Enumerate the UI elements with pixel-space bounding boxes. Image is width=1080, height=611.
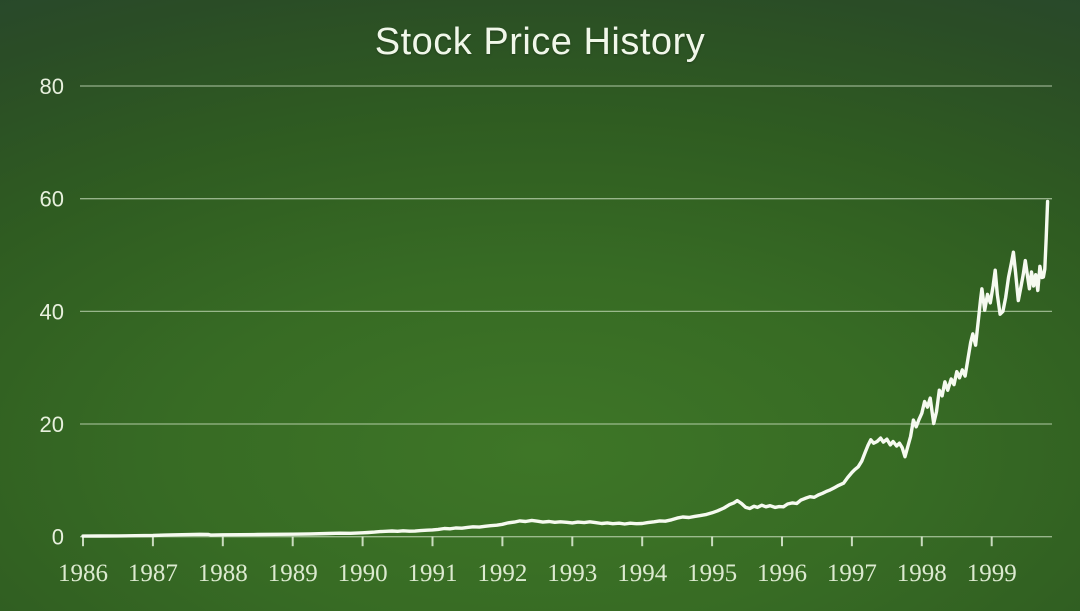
chart-title: Stock Price History: [374, 21, 706, 63]
x-axis-label-1998: 1998: [897, 560, 947, 587]
gridlines: [80, 85, 1052, 538]
y-axis-label-60: 60: [40, 187, 64, 212]
x-axis-label-1990: 1990: [338, 560, 388, 587]
x-axis-label-1987: 1987: [128, 560, 178, 587]
x-axis-label-1986: 1986: [58, 560, 108, 587]
x-axis-label-1994: 1994: [617, 560, 668, 587]
x-axis-labels: 1986 1987 1988 1989 1990 1991 1992 1993 1994 1995…: [58, 560, 1017, 587]
y-axis-label-0: 0: [52, 525, 64, 550]
x-axis-ticks: [82, 536, 993, 547]
y-axis-labels: 0 20 40 60 80: [40, 74, 64, 550]
x-axis-label-1997: 1997: [827, 560, 877, 587]
x-axis-label-1991: 1991: [408, 560, 458, 587]
x-axis-label-1996: 1996: [757, 560, 807, 587]
x-axis-label-1989: 1989: [268, 560, 318, 587]
y-axis-label-80: 80: [40, 74, 64, 99]
x-axis-label-1993: 1993: [547, 560, 597, 587]
x-axis-label-1999: 1999: [967, 560, 1017, 587]
y-axis-label-20: 20: [40, 412, 64, 437]
price-line: [81, 199, 1050, 538]
x-axis-label-1995: 1995: [687, 560, 737, 587]
x-axis-label-1992: 1992: [477, 560, 527, 587]
y-axis-label-40: 40: [40, 299, 64, 324]
x-axis-label-1988: 1988: [198, 560, 248, 587]
